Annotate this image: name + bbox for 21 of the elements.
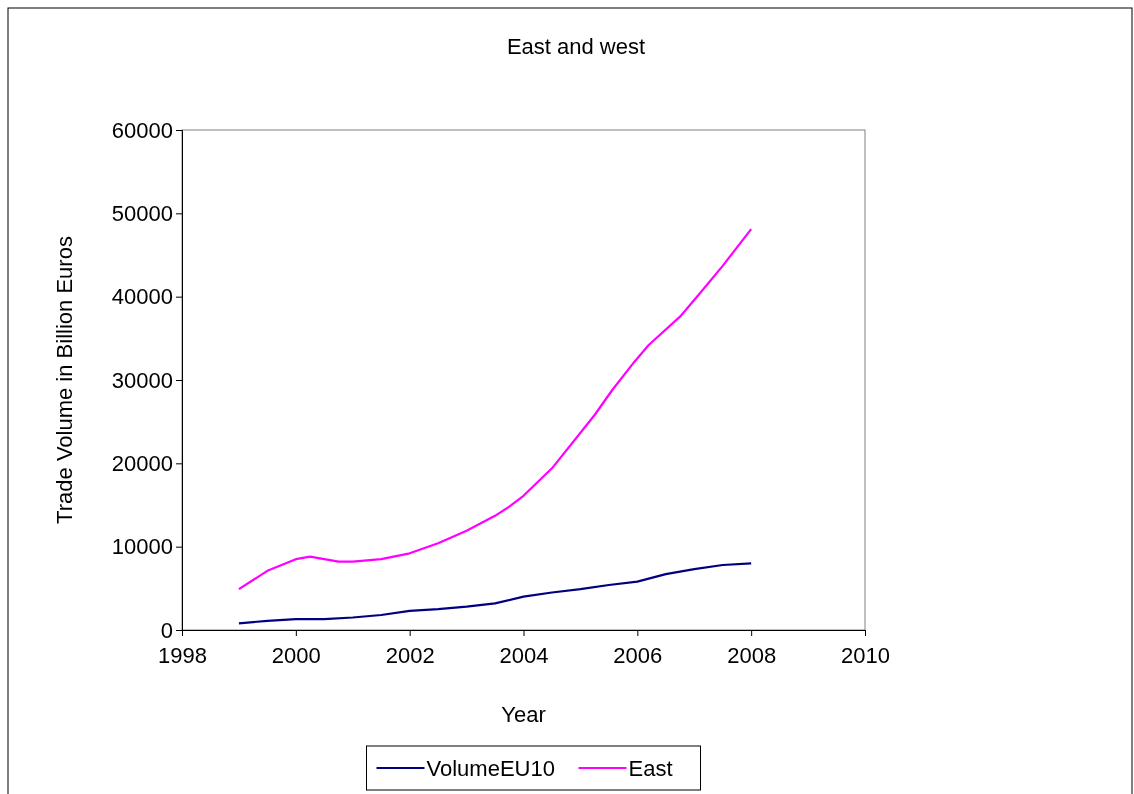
x-tick-label: 2010 bbox=[841, 643, 890, 669]
x-tick-label: 1998 bbox=[158, 643, 207, 669]
x-axis-title: Year bbox=[501, 702, 546, 727]
legend-label: East bbox=[628, 756, 673, 781]
y-tick-label: 60000 bbox=[111, 117, 173, 143]
line-series bbox=[237, 228, 753, 591]
x-tick-label: 2008 bbox=[727, 643, 777, 669]
line-series bbox=[237, 562, 753, 625]
chart-title: East and west bbox=[506, 34, 646, 59]
y-tick-label: 40000 bbox=[111, 284, 173, 310]
y-tick-label: 0 bbox=[160, 617, 173, 643]
x-tick-label: 2004 bbox=[499, 643, 549, 669]
y-tick-label: 20000 bbox=[111, 450, 173, 476]
x-tick-label: 2002 bbox=[385, 643, 435, 669]
y-tick-label: 30000 bbox=[111, 367, 173, 393]
legend-label: VolumeEU10 bbox=[426, 756, 555, 781]
y-axis-title: Trade Volume in Billion Euros bbox=[52, 236, 77, 524]
x-tick-label: 2000 bbox=[271, 643, 321, 669]
y-tick-label: 10000 bbox=[111, 534, 173, 560]
x-tick-label: 2006 bbox=[613, 643, 663, 669]
y-tick-label: 50000 bbox=[111, 200, 173, 226]
